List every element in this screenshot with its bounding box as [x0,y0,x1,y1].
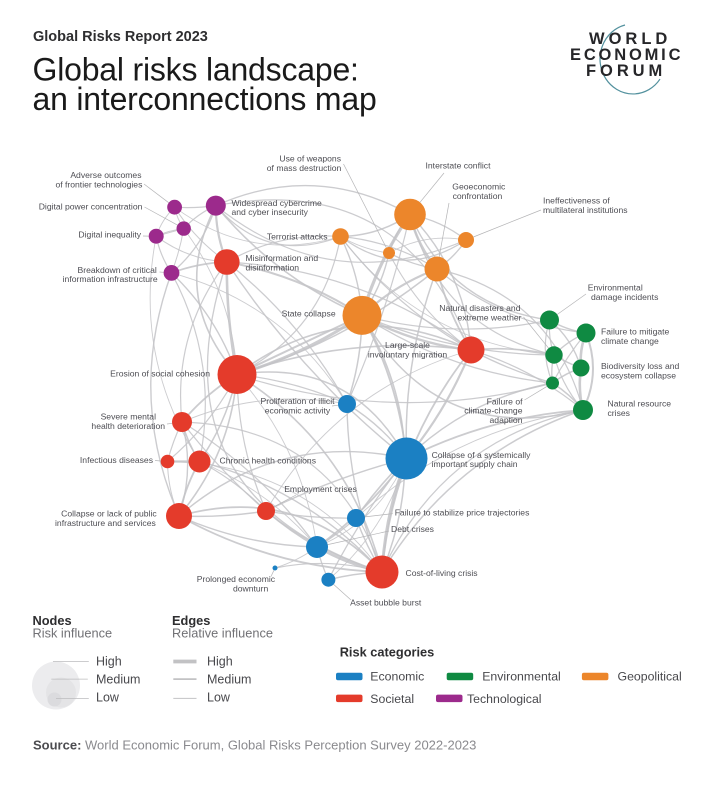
svg-text:Interstate conflict: Interstate conflict [426,161,492,171]
svg-text:Risk influence: Risk influence [33,626,113,641]
svg-text:Societal: Societal [370,692,414,706]
svg-text:Low: Low [207,691,231,705]
svg-text:Digital power concentration: Digital power concentration [39,202,143,212]
svg-text:High: High [96,655,122,669]
svg-text:Digital inequality: Digital inequality [78,230,141,240]
svg-text:Terrorist attacks: Terrorist attacks [267,231,328,241]
svg-text:Erosion of social cohesion: Erosion of social cohesion [110,369,210,379]
svg-text:Infectious diseases: Infectious diseases [80,455,153,465]
svg-text:WORLD: WORLD [589,30,671,48]
svg-text:Debt crises: Debt crises [391,524,434,534]
svg-text:Environmental: Environmental [482,670,561,684]
svg-text:High: High [207,655,233,669]
svg-text:Source: World Economic Forum,: Source: World Economic Forum, Global Ris… [33,738,476,753]
svg-text:State collapse: State collapse [282,309,336,319]
svg-text:Cost-of-living crisis: Cost-of-living crisis [406,568,478,578]
svg-text:Economic: Economic [370,670,424,684]
svg-text:Low: Low [96,691,120,705]
svg-text:Technological: Technological [467,692,542,706]
svg-text:Failure to stabilize price tra: Failure to stabilize price trajectories [395,507,530,517]
svg-text:Nodes: Nodes [33,613,72,628]
svg-text:Edges: Edges [172,613,210,628]
svg-text:an interconnections map: an interconnections map [33,81,377,117]
svg-text:Chronic health conditions: Chronic health conditions [220,456,317,466]
svg-text:Global risks landscape:: Global risks landscape: [33,52,359,88]
svg-text:ECONOMIC: ECONOMIC [570,46,683,64]
svg-text:Asset bubble burst: Asset bubble burst [350,597,422,607]
svg-text:Geopolitical: Geopolitical [618,670,682,684]
svg-text:Global Risks Report 2023: Global Risks Report 2023 [33,29,208,45]
svg-text:Relative influence: Relative influence [172,626,273,641]
svg-text:Risk categories: Risk categories [340,644,435,659]
svg-text:Employment crises: Employment crises [284,484,357,494]
svg-text:Medium: Medium [207,672,251,686]
svg-text:FORUM: FORUM [586,62,666,80]
svg-text:Medium: Medium [96,672,140,686]
